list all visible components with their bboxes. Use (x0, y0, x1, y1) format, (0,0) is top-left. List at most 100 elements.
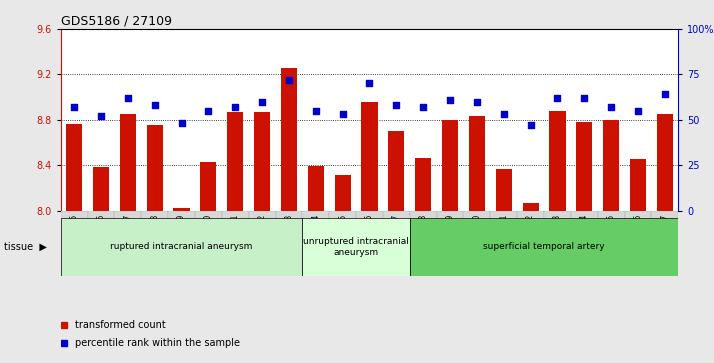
Text: GSM1306887: GSM1306887 (124, 214, 132, 260)
Text: GSM1306905: GSM1306905 (607, 214, 615, 260)
Text: GSM1306885: GSM1306885 (70, 214, 79, 260)
Text: GSM1306901: GSM1306901 (499, 214, 508, 260)
Text: GSM1306906: GSM1306906 (633, 214, 643, 260)
Bar (598, 211, 625, 274)
Bar (335, 175, 351, 211)
Bar (549, 111, 565, 211)
Text: GSM1306895: GSM1306895 (338, 214, 347, 260)
Bar (651, 211, 678, 274)
Text: GSM1306893: GSM1306893 (284, 214, 293, 260)
Bar (625, 211, 651, 274)
Bar (571, 211, 598, 274)
Bar (61, 211, 88, 274)
Text: GSM1306904: GSM1306904 (580, 214, 589, 260)
Text: tissue  ▶: tissue ▶ (4, 242, 46, 252)
Bar (388, 131, 404, 211)
Bar (496, 168, 512, 211)
Text: GSM1306889: GSM1306889 (177, 214, 186, 260)
Bar (657, 114, 673, 211)
Text: superficial temporal artery: superficial temporal artery (483, 242, 605, 251)
Bar (308, 166, 324, 211)
Bar (437, 211, 463, 274)
Text: GSM1306900: GSM1306900 (473, 214, 481, 260)
Point (149, 102, 161, 108)
Bar (168, 211, 195, 274)
Bar (517, 211, 544, 274)
Point (552, 95, 563, 101)
Bar (66, 124, 82, 211)
Point (498, 111, 510, 117)
Bar (491, 211, 517, 274)
Bar (61, 218, 302, 276)
Bar (146, 126, 163, 211)
Point (418, 104, 429, 110)
Text: GSM1306891: GSM1306891 (231, 214, 240, 260)
Point (363, 81, 375, 86)
Text: GSM1306903: GSM1306903 (553, 214, 562, 260)
Text: GSM1306892: GSM1306892 (258, 214, 266, 260)
Point (471, 99, 483, 105)
Bar (576, 122, 593, 211)
Bar (222, 211, 248, 274)
Text: GSM1306902: GSM1306902 (526, 214, 535, 260)
Bar (141, 211, 168, 274)
Point (578, 95, 590, 101)
Text: GSM1306890: GSM1306890 (204, 214, 213, 260)
Bar (469, 117, 485, 211)
Text: GSM1306898: GSM1306898 (418, 214, 428, 260)
Text: GSM1306886: GSM1306886 (96, 214, 106, 260)
Point (525, 122, 536, 128)
Text: percentile rank within the sample: percentile rank within the sample (75, 338, 240, 348)
Bar (463, 211, 491, 274)
Text: GSM1306896: GSM1306896 (365, 214, 374, 260)
Bar (329, 211, 356, 274)
Bar (361, 102, 378, 211)
Bar (603, 120, 619, 211)
Text: ruptured intracranial aneurysm: ruptured intracranial aneurysm (111, 242, 253, 251)
Bar (227, 112, 243, 211)
Text: GSM1306894: GSM1306894 (311, 214, 321, 260)
Point (605, 104, 617, 110)
Bar (415, 158, 431, 211)
Text: GDS5186 / 27109: GDS5186 / 27109 (61, 15, 171, 28)
Point (337, 111, 348, 117)
Bar (93, 167, 109, 211)
Bar (442, 120, 458, 211)
Point (69, 104, 80, 110)
Bar (630, 159, 646, 211)
Bar (302, 218, 410, 276)
Bar (544, 211, 571, 274)
Point (283, 77, 295, 83)
Point (122, 95, 134, 101)
Bar (201, 162, 216, 211)
Bar (523, 203, 538, 211)
Point (203, 108, 214, 114)
Bar (195, 211, 222, 274)
Bar (410, 218, 678, 276)
Bar (120, 114, 136, 211)
Bar (410, 211, 437, 274)
Text: transformed count: transformed count (75, 320, 166, 330)
Text: GSM1306888: GSM1306888 (150, 214, 159, 260)
Bar (383, 211, 410, 274)
Text: GSM1306897: GSM1306897 (392, 214, 401, 260)
Bar (281, 68, 297, 211)
Point (391, 102, 402, 108)
Point (229, 104, 241, 110)
Point (176, 121, 187, 126)
Bar (356, 211, 383, 274)
Bar (302, 211, 329, 274)
Point (310, 108, 321, 114)
Point (256, 99, 268, 105)
Text: unruptured intracranial
aneurysm: unruptured intracranial aneurysm (303, 237, 409, 257)
Bar (88, 211, 114, 274)
Bar (254, 112, 270, 211)
Point (95, 113, 106, 119)
Text: GSM1306907: GSM1306907 (660, 214, 669, 260)
Bar (174, 208, 190, 211)
Text: GSM1306899: GSM1306899 (446, 214, 455, 260)
Bar (114, 211, 141, 274)
Point (444, 97, 456, 103)
Point (633, 108, 644, 114)
Bar (248, 211, 276, 274)
